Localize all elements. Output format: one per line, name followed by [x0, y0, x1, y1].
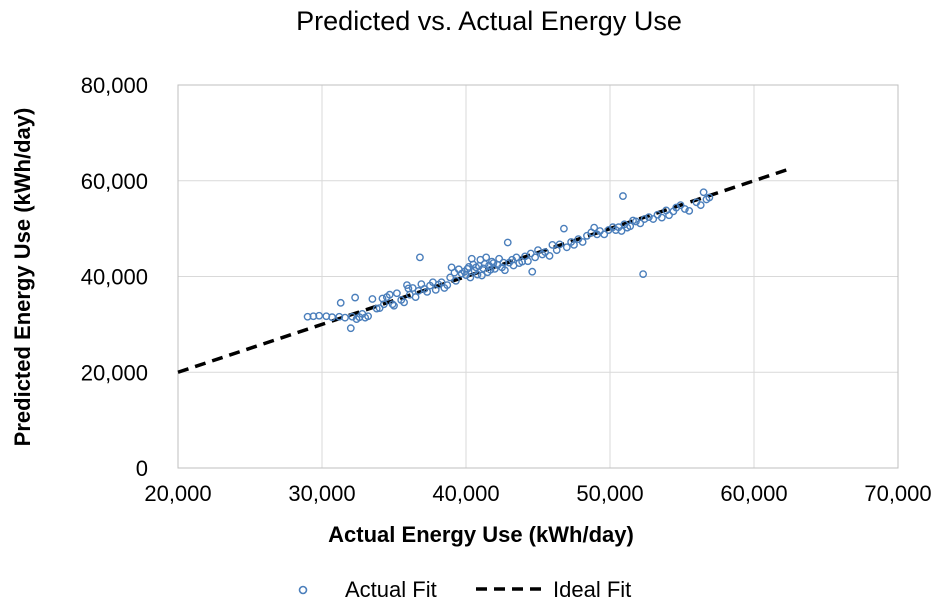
plot-area [177, 84, 899, 469]
data-point [328, 313, 336, 322]
data-point [392, 289, 401, 298]
legend-label-actual-fit: Actual Fit [345, 577, 437, 602]
data-point [486, 265, 495, 274]
data-point [450, 268, 459, 277]
data-point [524, 257, 532, 266]
x-tick-label: 30,000 [288, 481, 355, 506]
data-point [341, 313, 349, 322]
data-point [315, 311, 324, 320]
data-point [495, 254, 504, 263]
x-tick-label: 60,000 [720, 481, 787, 506]
actual-fit-series [303, 188, 714, 333]
data-point [466, 273, 475, 282]
x-tick-label: 20,000 [144, 481, 211, 506]
data-point [548, 241, 557, 249]
data-point [632, 217, 640, 226]
data-point [541, 248, 550, 256]
data-point [385, 290, 394, 299]
data-point [477, 271, 486, 280]
data-point [411, 293, 420, 301]
data-point [617, 227, 626, 235]
x-axis-ticks: 20,000 30,000 40,000 50,000 60,000 70,000 [144, 481, 931, 506]
data-point [390, 301, 398, 310]
data-point [640, 215, 649, 223]
data-point [336, 298, 345, 307]
data-point [488, 257, 496, 266]
data-point [446, 273, 455, 282]
data-point [570, 241, 578, 249]
data-point [526, 249, 535, 258]
data-point [473, 270, 482, 279]
data-point [463, 264, 472, 273]
data-point [534, 246, 542, 255]
data-point [375, 304, 384, 312]
data-point [351, 293, 360, 302]
x-tick-label: 50,000 [576, 481, 643, 506]
data-point [699, 188, 708, 197]
data-point [578, 238, 587, 246]
data-point [696, 201, 705, 210]
x-axis-label: Actual Energy Use (kWh/day) [328, 522, 634, 547]
data-point [372, 304, 381, 313]
y-tick-label: 80,000 [81, 73, 148, 98]
data-point [500, 266, 509, 275]
data-point [685, 207, 694, 215]
y-axis-ticks: 0 20,000 40,000 60,000 80,000 [81, 73, 148, 481]
data-point [531, 253, 540, 262]
data-point [665, 211, 673, 220]
data-point [400, 298, 408, 307]
data-point [590, 223, 599, 232]
data-point [380, 300, 388, 309]
gridlines [178, 85, 898, 468]
data-point [639, 270, 648, 279]
data-point [452, 276, 460, 285]
legend: Actual Fit Ideal Fit [298, 577, 631, 602]
legend-marker-actual-fit [298, 585, 308, 595]
data-point [600, 230, 609, 239]
data-point [705, 193, 714, 202]
data-point [503, 238, 512, 247]
data-point [388, 300, 397, 309]
data-point [636, 219, 645, 228]
data-point [676, 201, 685, 210]
data-point [416, 253, 424, 262]
data-point [562, 243, 571, 252]
legend-label-ideal-fit: Ideal Fit [553, 577, 631, 602]
chart-title: Predicted vs. Actual Energy Use [296, 6, 682, 36]
data-point [657, 213, 666, 222]
data-point [644, 213, 653, 222]
data-point [368, 295, 377, 303]
data-point [443, 281, 452, 290]
y-axis-label: Predicted Energy Use (kWh/day) [10, 108, 35, 447]
data-point [346, 324, 355, 333]
data-point [423, 287, 432, 296]
y-tick-label: 0 [136, 456, 148, 481]
y-tick-label: 60,000 [81, 169, 148, 194]
data-point [619, 192, 627, 200]
y-tick-label: 20,000 [81, 360, 148, 385]
data-point [560, 224, 568, 233]
data-point [364, 312, 372, 321]
x-tick-label: 40,000 [432, 481, 499, 506]
data-point [545, 252, 554, 260]
x-tick-label: 70,000 [864, 481, 931, 506]
data-point [649, 215, 658, 223]
y-tick-label: 40,000 [81, 265, 148, 290]
data-point [680, 205, 689, 213]
data-point [555, 240, 564, 249]
data-point [482, 253, 491, 262]
data-point [528, 267, 537, 276]
